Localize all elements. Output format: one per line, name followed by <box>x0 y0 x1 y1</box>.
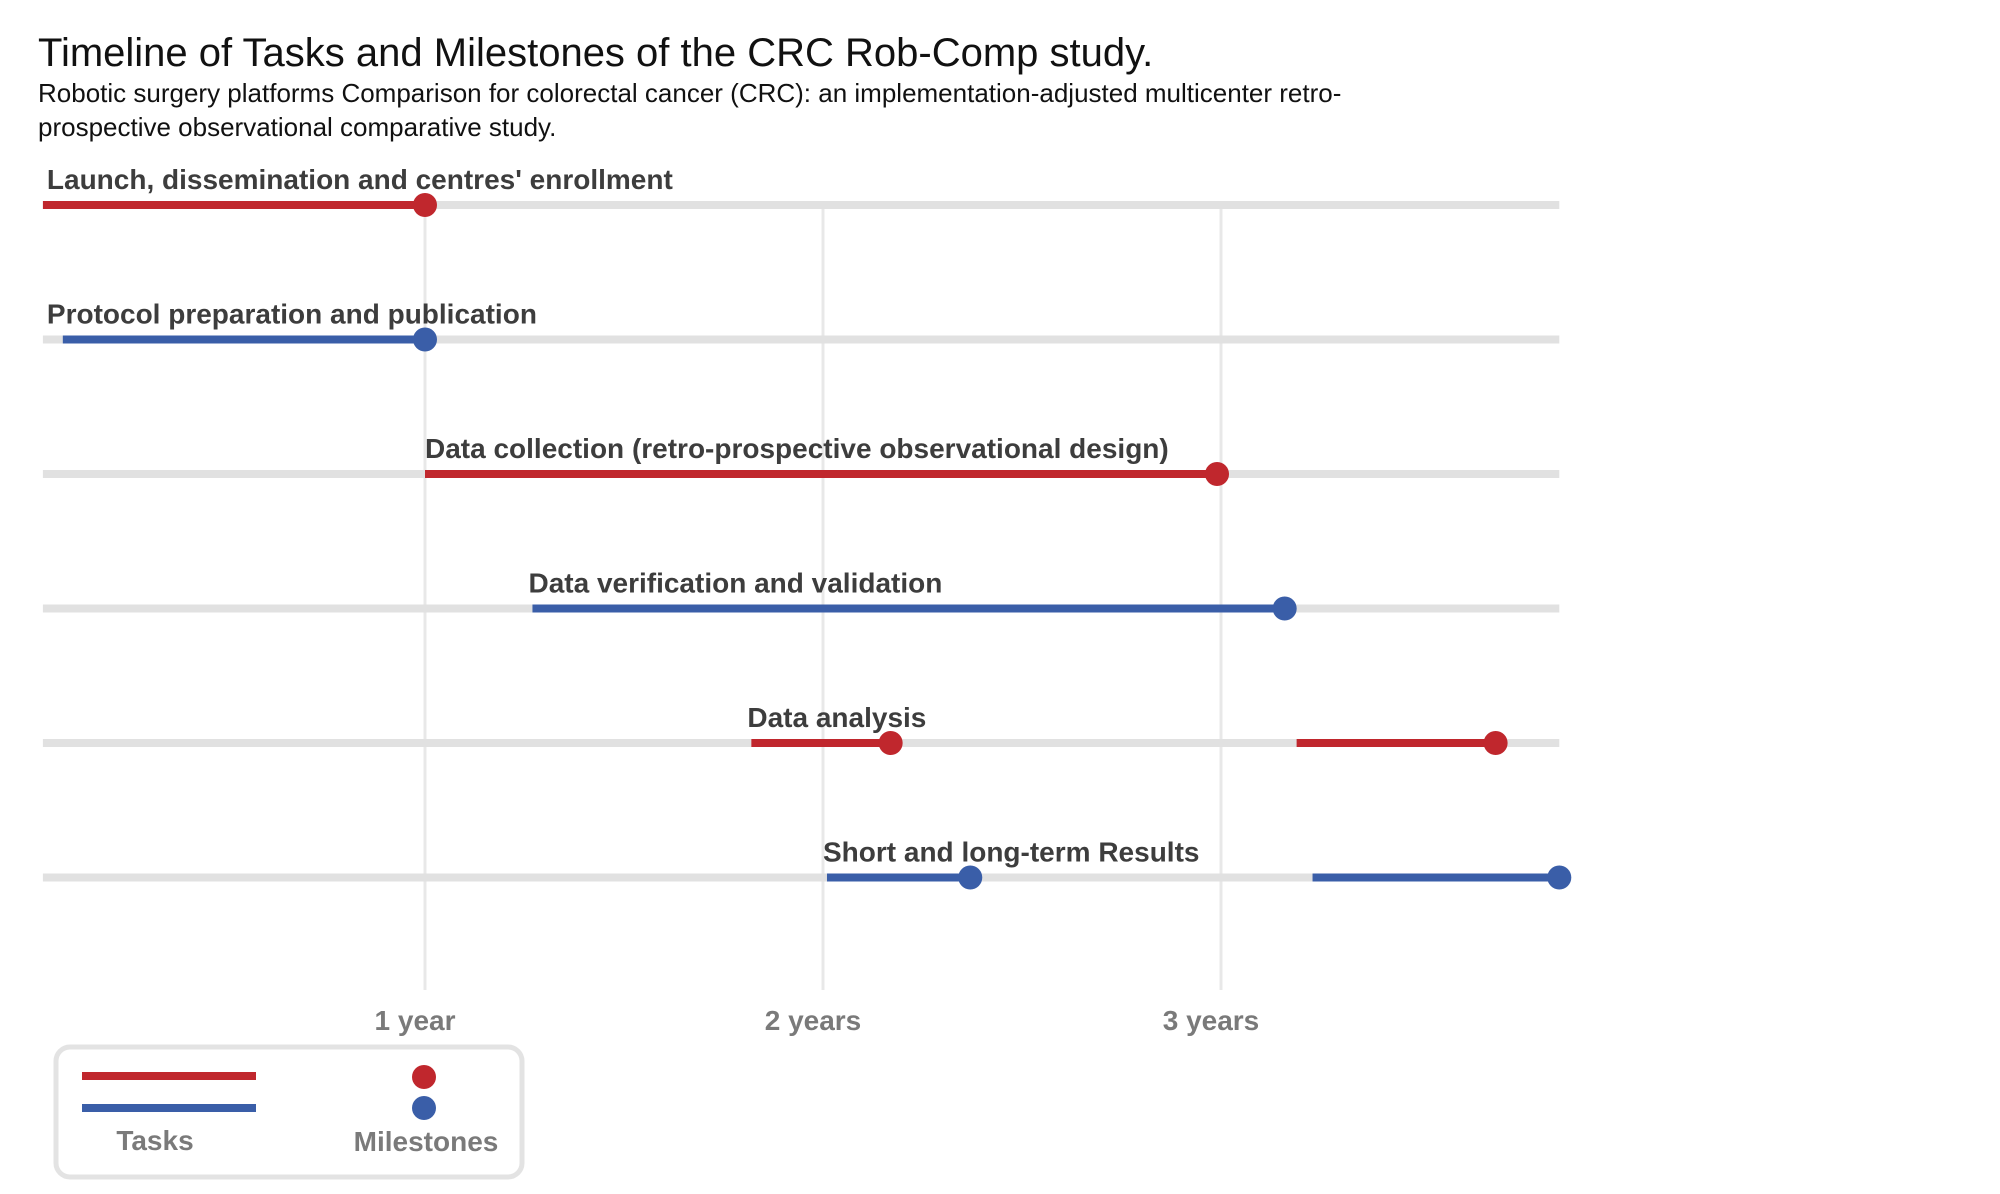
milestone-dot-1 <box>878 731 903 755</box>
chart-title: Timeline of Tasks and Milestones of the … <box>38 31 1153 75</box>
x-axis: 1 year 2 years 3 years <box>375 1005 1260 1036</box>
milestone-dot-1 <box>958 865 983 890</box>
task-label: Short and long-term Results <box>823 837 1199 868</box>
legend-label-tasks: Tasks <box>116 1125 193 1156</box>
timeline-row-2: Protocol preparation and publication <box>42 299 1560 352</box>
timeline-row-1: Launch, dissemination and centres' enrol… <box>42 164 1560 217</box>
x-tick-label-1: 1 year <box>375 1005 456 1036</box>
timeline-row-6: Short and long-term Results <box>42 837 1572 890</box>
milestone-dot-1 <box>1272 596 1297 621</box>
task-label: Protocol preparation and publication <box>47 299 537 330</box>
legend-milestone-dot-blue <box>412 1096 436 1120</box>
timeline-rows: Launch, dissemination and centres' enrol… <box>42 164 1572 890</box>
task-label: Launch, dissemination and centres' enrol… <box>47 164 673 195</box>
legend-milestone-dot-red <box>412 1065 436 1089</box>
timeline-row-4: Data verification and validation <box>42 568 1560 621</box>
x-tick-label-2: 2 years <box>765 1005 862 1036</box>
legend: Tasks Milestones <box>53 1044 525 1180</box>
x-tick-label-3: 3 years <box>1163 1005 1260 1036</box>
timeline-row-3: Data collection (retro-prospective obser… <box>42 433 1560 486</box>
milestone-dot-1 <box>413 193 437 217</box>
milestone-dot-2 <box>1483 731 1508 755</box>
milestone-dot-1 <box>1205 462 1230 486</box>
task-label: Data collection (retro-prospective obser… <box>425 433 1169 464</box>
legend-label-milestones: Milestones <box>354 1126 499 1157</box>
milestone-dot-2 <box>1547 865 1572 890</box>
task-label: Data verification and validation <box>528 568 942 599</box>
timeline-row-5: Data analysis <box>42 702 1560 755</box>
chart-subtitle-line-1: Robotic surgery platforms Comparison for… <box>38 78 1341 108</box>
chart-subtitle-line-2: prospective observational comparative st… <box>38 112 556 142</box>
milestone-dot-1 <box>413 327 437 352</box>
task-label: Data analysis <box>747 702 926 733</box>
